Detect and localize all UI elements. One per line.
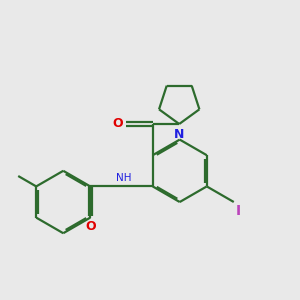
Text: NH: NH	[116, 172, 131, 182]
Text: I: I	[235, 203, 240, 218]
Text: O: O	[85, 220, 96, 232]
Text: N: N	[174, 128, 184, 141]
Text: O: O	[112, 118, 123, 130]
